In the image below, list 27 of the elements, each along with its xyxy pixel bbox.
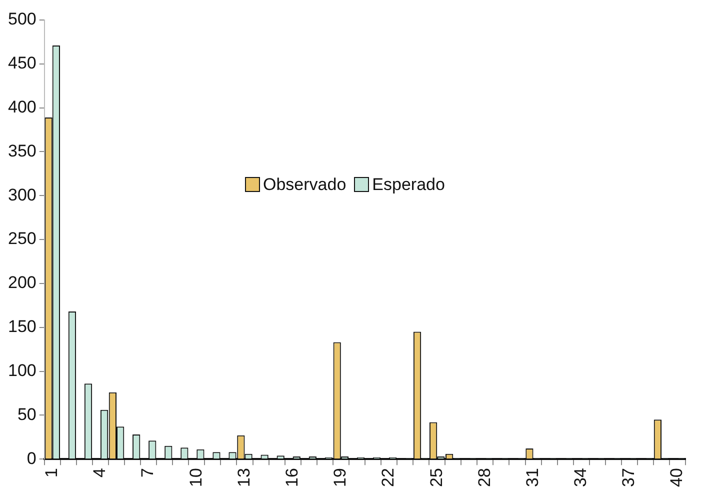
y-tick-label: 350: [8, 141, 36, 160]
x-tick-label: 1: [42, 468, 62, 478]
y-tick-label: 150: [8, 317, 36, 336]
x-tick-label: 25: [426, 468, 446, 488]
x-tick-label: 22: [378, 468, 398, 488]
x-tick-label: 13: [234, 468, 254, 488]
x-tick-label: 10: [186, 468, 206, 488]
x-tick-label: 19: [330, 468, 350, 488]
y-tick-label: 200: [8, 273, 36, 292]
y-tick-label: 0: [26, 448, 36, 468]
y-tick-label: 400: [8, 98, 36, 117]
y-tick-label: 250: [8, 229, 36, 248]
y-tick-label: 50: [17, 404, 36, 424]
y-tick-label: 100: [8, 360, 36, 380]
y-tick-label: 500: [8, 10, 36, 29]
x-tick-label: 28: [474, 468, 494, 488]
x-tick-label: 37: [619, 468, 638, 488]
x-tick-label: 40: [667, 468, 686, 488]
x-tick-label: 31: [522, 468, 542, 488]
x-tick-label: 4: [90, 468, 110, 478]
legend-label: Observado: [262, 175, 346, 195]
x-tick-label: 16: [282, 468, 302, 488]
x-tick-label: 34: [571, 468, 590, 488]
x-tick-label: 7: [138, 468, 158, 478]
y-tick-label: 450: [8, 54, 36, 73]
y-tick-label: 300: [8, 185, 36, 204]
legend-label: Esperado: [371, 175, 445, 195]
